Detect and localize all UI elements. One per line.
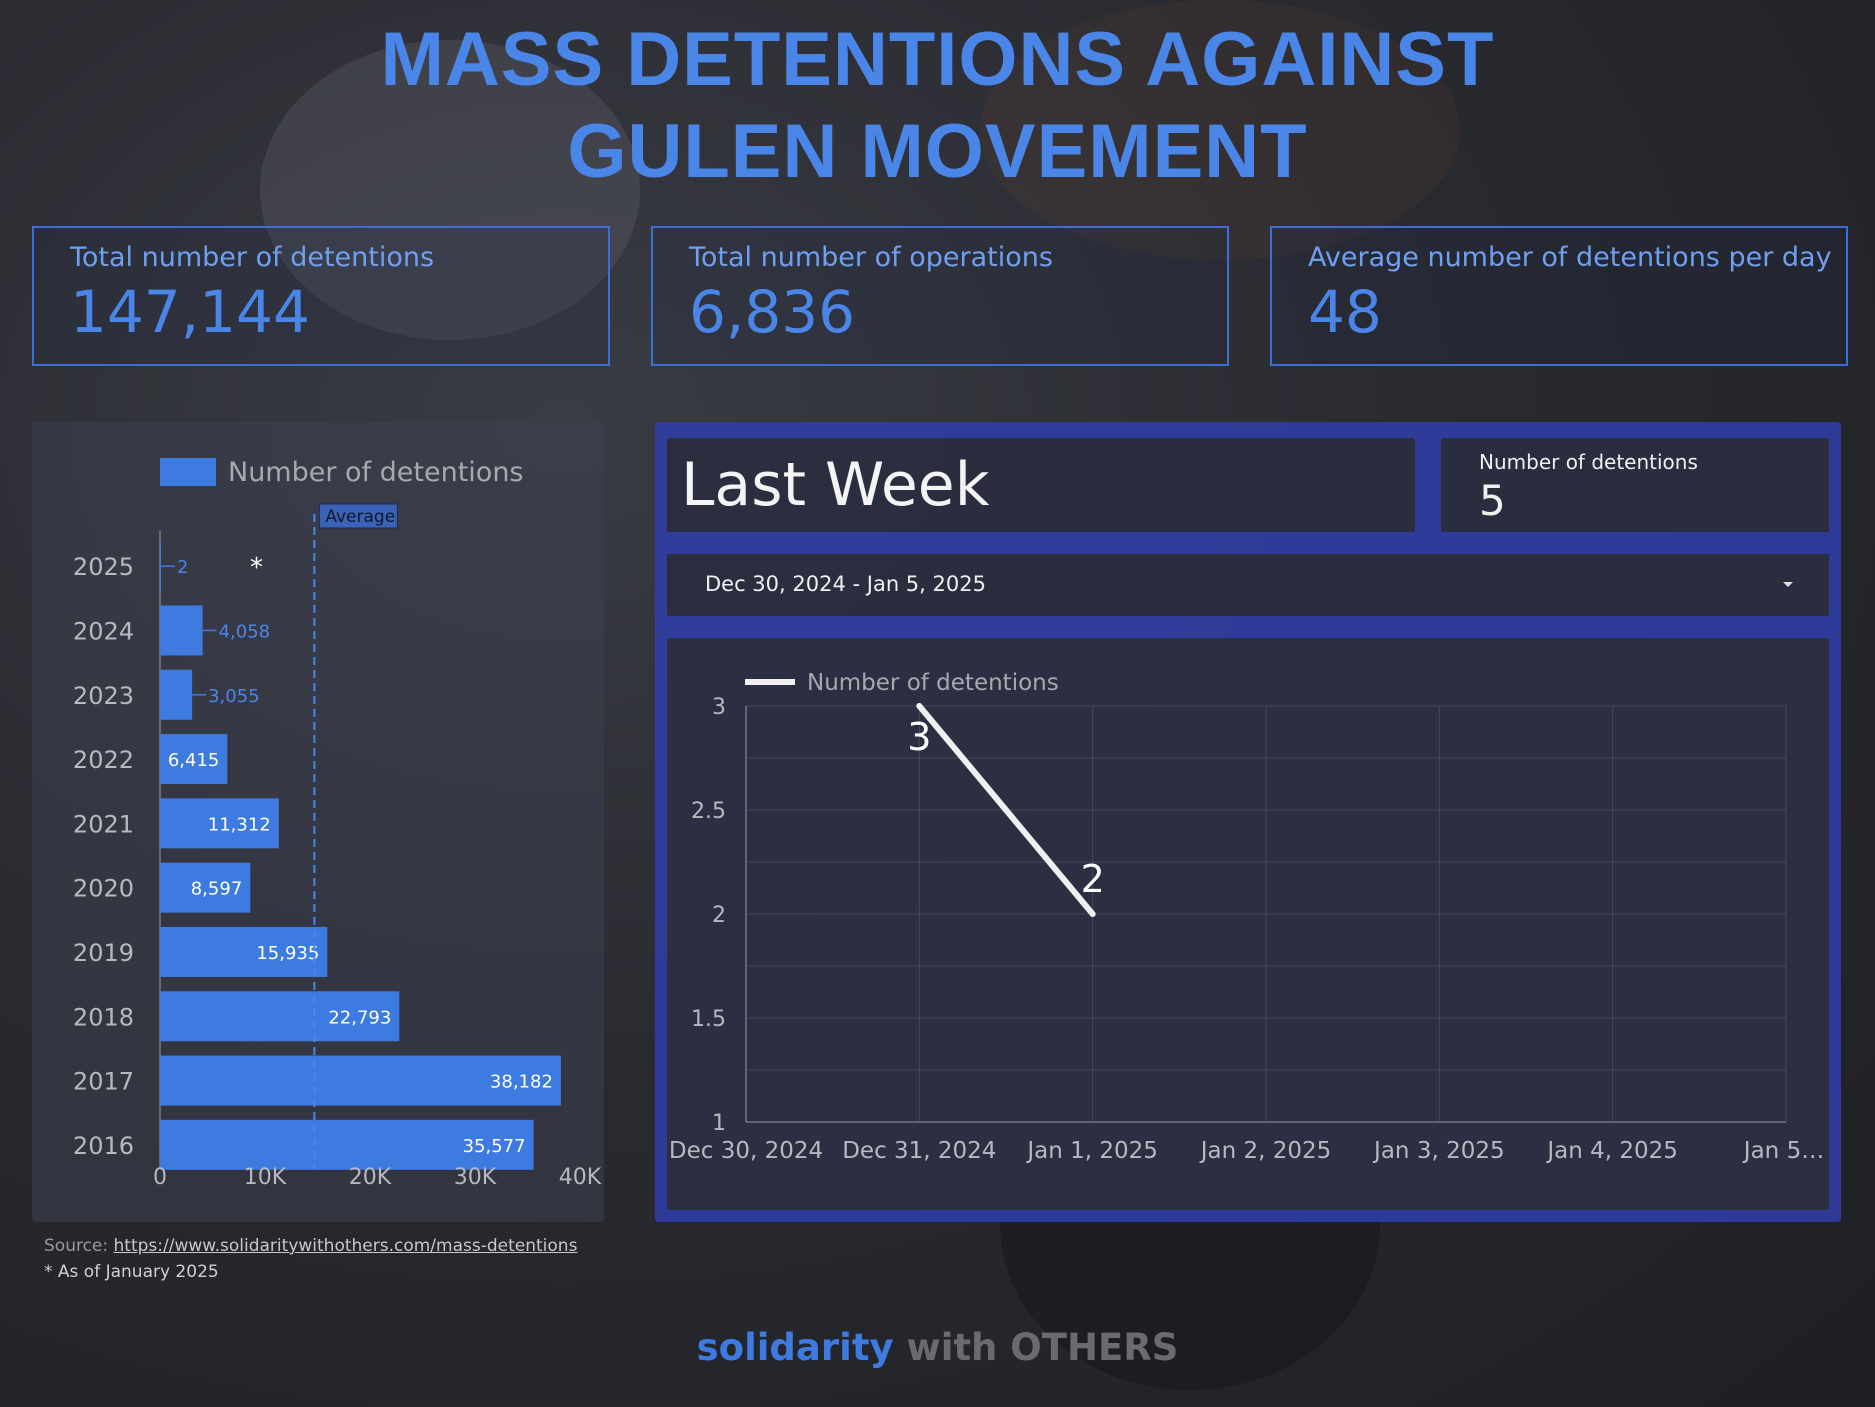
series-line: [916, 703, 1096, 917]
data-label: 38,182: [490, 1072, 553, 1093]
last-week-panel: Last Week Number of detentions 5 Dec 30,…: [655, 422, 1841, 1222]
title-line-1: MASS DETENTIONS AGAINST: [380, 17, 1495, 102]
kpi-label: Total number of operations: [689, 242, 1053, 273]
kpi-value: 147,144: [70, 278, 310, 346]
average-label-box: [318, 503, 398, 529]
legend-swatch: [160, 458, 216, 486]
data-label: 11,312: [208, 814, 271, 835]
y-tick-label: 2: [712, 903, 726, 928]
x-tick-label: Dec 30, 2024: [669, 1138, 823, 1164]
bar: [160, 926, 328, 977]
last-week-heading: Last Week: [681, 450, 990, 520]
kpi-label: Average number of detentions per day: [1308, 242, 1832, 273]
data-label: 3,055: [208, 686, 260, 707]
brand-logo: solidarity with OTHERS: [0, 1326, 1875, 1369]
x-tick-label: 20K: [349, 1165, 392, 1190]
date-range-dropdown[interactable]: Dec 30, 2024 - Jan 5, 2025: [667, 554, 1829, 616]
kpi-average-per-day: Average number of detentions per day 48: [1270, 226, 1848, 366]
category-label: 2025: [73, 553, 134, 581]
x-tick-label: 30K: [454, 1165, 497, 1190]
bar: [160, 862, 251, 913]
x-tick-label: Dec 31, 2024: [842, 1138, 996, 1164]
kpi-total-operations: Total number of operations 6,836: [651, 226, 1229, 366]
x-tick-label: 40K: [559, 1165, 602, 1190]
data-label: 15,935: [256, 943, 319, 964]
yearly-detentions-panel: Number of detentions 2025 2 * 2024 4,058 2023 3…: [32, 422, 604, 1222]
category-label: 2023: [73, 682, 134, 710]
bar: [160, 669, 193, 720]
footnote: * As of January 2025: [44, 1262, 219, 1282]
bar: [160, 1055, 561, 1106]
y-tick-label: 3: [712, 695, 726, 720]
category-label: 2024: [73, 617, 134, 645]
category-label: 2020: [73, 875, 134, 903]
kpi-value: 6,836: [689, 278, 856, 346]
data-label: 22,793: [328, 1007, 391, 1028]
kpi-value: 48: [1308, 278, 1382, 346]
bar: [160, 1119, 534, 1170]
bar: [160, 798, 279, 849]
category-label: 2021: [73, 810, 134, 838]
data-label: 4,058: [219, 621, 271, 642]
last-week-line-chart: Number of detentions 1 1.5 2 2.5 3 Dec 30, 202…: [669, 670, 1824, 1164]
x-tick-label: Jan 1, 2025: [1025, 1138, 1158, 1164]
y-tick-label: 1: [712, 1111, 726, 1136]
page-title: MASS DETENTIONS AGAINST GULEN MOVEMENT: [0, 14, 1875, 198]
x-tick-label: Jan 4, 2025: [1545, 1138, 1678, 1164]
category-label: 2016: [73, 1132, 134, 1160]
caret-down-icon: [1783, 582, 1793, 587]
source-line: Source: https://www.solidaritywithothers…: [44, 1236, 577, 1256]
bar: [160, 541, 161, 592]
x-tick-label: Jan 3, 2025: [1372, 1138, 1505, 1164]
brand-word-1: solidarity: [696, 1326, 894, 1369]
metric-label: Number of detentions: [1479, 450, 1698, 474]
data-label: 6,415: [168, 750, 220, 771]
category-label: 2022: [73, 746, 134, 774]
source-link[interactable]: https://www.solidaritywithothers.com/mas…: [113, 1236, 578, 1256]
category-label: 2017: [73, 1068, 134, 1096]
data-label: 3: [907, 715, 931, 759]
yearly-detentions-bar-chart: Number of detentions 2025 2 * 2024 4,058 2023 3…: [73, 457, 602, 1190]
y-tick-label: 2.5: [691, 799, 726, 824]
y-tick-label: 1.5: [691, 1007, 726, 1032]
bar: [160, 605, 203, 656]
data-label: 35,577: [463, 1136, 526, 1157]
data-label: 8,597: [191, 879, 243, 900]
annotation-asterisk: *: [250, 553, 263, 583]
category-label: 2019: [73, 939, 134, 967]
line-chart-box: Number of detentions 1 1.5 2 2.5 3 Dec 30, 202…: [667, 638, 1829, 1210]
x-tick-label: 0: [153, 1165, 167, 1190]
metric-value: 5: [1479, 476, 1506, 525]
data-label: 2: [1081, 857, 1105, 901]
x-tick-label: Jan 5…: [1742, 1138, 1824, 1164]
data-point: [916, 703, 923, 709]
last-week-metric-box: Number of detentions 5: [1441, 438, 1829, 532]
legend-label: Number of detentions: [228, 457, 524, 488]
title-line-2: GULEN MOVEMENT: [567, 109, 1308, 194]
bar: [160, 991, 400, 1042]
data-label: 2: [177, 557, 188, 578]
data-point: [1089, 911, 1096, 917]
x-tick-label: Jan 2, 2025: [1199, 1138, 1332, 1164]
kpi-total-detentions: Total number of detentions 147,144: [32, 226, 610, 366]
kpi-label: Total number of detentions: [70, 242, 435, 273]
last-week-heading-box: Last Week: [667, 438, 1415, 532]
date-range-value: Dec 30, 2024 - Jan 5, 2025: [705, 572, 986, 596]
x-tick-label: 10K: [244, 1165, 287, 1190]
legend-label: Number of detentions: [807, 670, 1059, 696]
category-label: 2018: [73, 1003, 134, 1031]
source-label: Source:: [44, 1236, 114, 1256]
bar: [160, 734, 228, 785]
brand-word-2: with OTHERS: [893, 1326, 1179, 1369]
average-label: Average: [325, 507, 395, 527]
